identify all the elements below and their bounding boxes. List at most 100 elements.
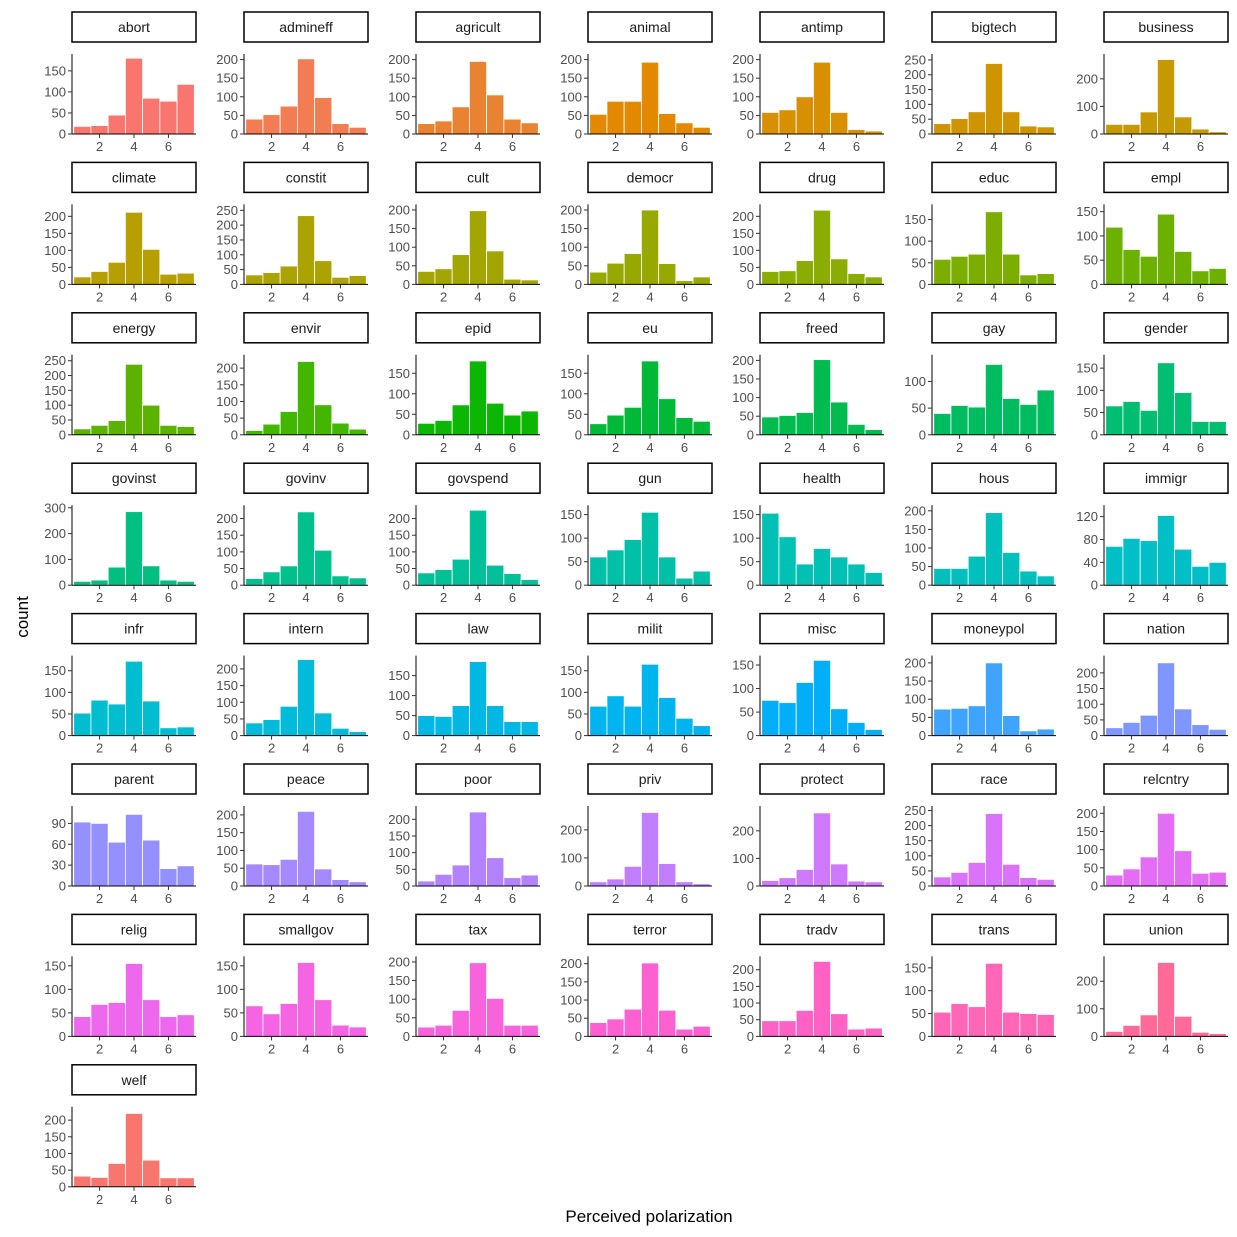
facet-strip-label: moneypol [964,621,1025,637]
histogram-bar [1191,270,1210,285]
y-tick-label: 100 [388,845,410,860]
x-tick-label: 6 [165,1192,172,1207]
x-tick-label: 2 [440,891,447,906]
histogram-bar [279,105,298,135]
histogram-bar [1105,226,1124,285]
histogram-bar [812,61,832,135]
y-tick-label: 0 [1091,879,1098,894]
histogram-bar [331,123,350,135]
y-tick-label: 100 [904,848,926,863]
histogram-bar [967,253,986,285]
histogram-bar [950,872,969,887]
histogram-bar [950,405,969,436]
x-tick-label: 2 [96,891,103,906]
x-tick-label: 6 [1025,289,1032,304]
histogram-bar [262,719,281,736]
x-tick-label: 2 [268,891,275,906]
histogram-bar [468,811,488,887]
histogram-bar [795,682,814,736]
y-tick-label: 200 [1076,665,1098,680]
y-tick-label: 0 [1091,728,1098,743]
histogram-bar [296,215,316,285]
x-tick-label: 2 [1128,139,1135,154]
x-tick-label: 2 [784,590,791,605]
y-tick-label: 200 [560,956,582,971]
x-tick-label: 4 [990,289,997,304]
x-tick-label: 2 [612,139,619,154]
y-tick-label: 100 [560,89,582,104]
histogram-bar [107,114,126,135]
y-tick-label: 200 [44,209,66,224]
histogram-bar [675,417,694,436]
y-tick-label: 150 [44,663,66,678]
facet-strip [71,462,197,494]
x-tick-label: 4 [130,1041,137,1056]
histogram-bar [1174,708,1193,737]
histogram-bar [778,877,797,887]
y-tick-label: 150 [560,71,582,86]
histogram-bar [331,1024,350,1037]
facet-trans: trans 0 50 100 150 2 4 6 [904,913,1057,1056]
histogram-bar [176,1177,195,1188]
histogram-bar [296,58,316,135]
facet-strip-label: climate [112,169,157,185]
y-tick-label: 100 [44,243,66,258]
histogram-bar [279,411,298,436]
facet-gender: gender 0 50 100 150 2 4 6 [1076,312,1229,455]
histogram-bar [1019,730,1038,737]
histogram-bar [1019,1013,1038,1037]
y-tick-label: 100 [216,394,238,409]
histogram-bar [124,211,144,285]
facet-strip-label: epid [465,320,491,336]
y-tick-label: 150 [732,71,754,86]
y-tick-label: 0 [575,1029,582,1044]
y-tick-label: 0 [231,127,238,142]
facet-strip-label: relcntry [1143,771,1189,787]
y-tick-label: 50 [224,108,238,123]
y-tick-label: 50 [740,554,754,569]
histogram-bar [1208,561,1227,586]
x-tick-label: 6 [1197,1041,1204,1056]
facet-strip-label: democr [627,169,674,185]
x-tick-label: 4 [818,590,825,605]
facet-drug: drug 0 50 100 150 200 2 4 6 [732,161,885,304]
histogram-bar [933,258,952,285]
facet-strip-label: priv [639,771,662,787]
histogram-bar [124,660,144,736]
facet-strip-label: govspend [448,470,509,486]
y-tick-label: 250 [904,803,926,818]
x-tick-label: 2 [440,1041,447,1056]
x-tick-label: 6 [1197,440,1204,455]
facet-strip [243,913,369,946]
y-tick-label: 100 [904,540,926,555]
histogram-bar [1105,405,1124,436]
histogram-bar [1002,863,1021,887]
histogram-bar [847,722,866,736]
facet-strip [587,11,713,43]
x-tick-label: 6 [337,741,344,756]
facet-strip [931,161,1057,194]
facet-strip-label: relig [121,921,147,937]
histogram-bar [314,260,333,285]
histogram-bar [640,209,660,285]
histogram-bar [1019,274,1038,285]
facet-strip-label: antimp [801,19,843,35]
histogram-bar [451,254,470,285]
x-tick-label: 6 [509,1041,516,1056]
histogram-bar [1174,251,1193,285]
y-tick-label: 0 [919,879,926,894]
x-tick-label: 6 [853,891,860,906]
facet-strip-label: intern [288,621,323,637]
histogram-bar [90,822,109,887]
y-tick-label: 200 [388,52,410,67]
facet-tax: tax 0 50 100 150 200 2 4 6 [388,913,541,1056]
y-tick-label: 100 [1076,842,1098,857]
histogram-bar [142,404,161,436]
histogram-bar [761,416,780,436]
histogram-bar [830,112,849,135]
y-tick-label: 50 [224,1005,238,1020]
y-tick-label: 0 [403,728,410,743]
histogram-bar [589,881,608,887]
histogram-bar [176,580,195,586]
facet-strip [71,612,197,645]
